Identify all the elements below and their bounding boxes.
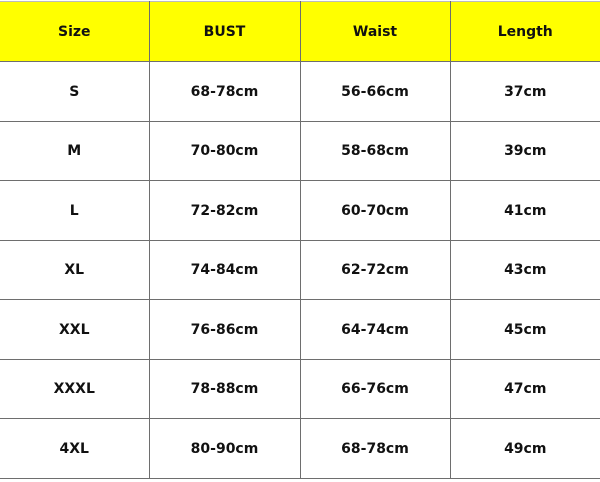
- table-row: XXXL 78-88cm 66-76cm 47cm: [0, 359, 600, 419]
- cell-waist: 64-74cm: [300, 299, 451, 360]
- cell-size: L: [0, 180, 150, 241]
- cell-bust: 74-84cm: [149, 240, 301, 300]
- cell-size: XXL: [0, 299, 150, 360]
- cell-length: 49cm: [450, 418, 600, 479]
- cell-waist: 62-72cm: [300, 240, 451, 300]
- table-row: L 72-82cm 60-70cm 41cm: [0, 180, 600, 241]
- cell-length: 39cm: [450, 121, 600, 181]
- cell-length: 43cm: [450, 240, 600, 300]
- cell-length: 47cm: [450, 359, 600, 419]
- cell-size: XXXL: [0, 359, 150, 419]
- cell-bust: 70-80cm: [149, 121, 301, 181]
- cell-length: 41cm: [450, 180, 600, 241]
- header-waist: Waist: [300, 1, 451, 62]
- cell-bust: 72-82cm: [149, 180, 301, 241]
- table-row: 4XL 80-90cm 68-78cm 49cm: [0, 418, 600, 479]
- cell-size: XL: [0, 240, 150, 300]
- cell-bust: 76-86cm: [149, 299, 301, 360]
- table-row: XL 74-84cm 62-72cm 43cm: [0, 240, 600, 300]
- table-row: M 70-80cm 58-68cm 39cm: [0, 121, 600, 181]
- header-bust: BUST: [149, 1, 301, 62]
- cell-waist: 60-70cm: [300, 180, 451, 241]
- header-length: Length: [450, 1, 600, 62]
- cell-bust: 78-88cm: [149, 359, 301, 419]
- cell-bust: 80-90cm: [149, 418, 301, 479]
- cell-waist: 68-78cm: [300, 418, 451, 479]
- header-row: Size BUST Waist Length: [0, 1, 600, 62]
- cell-waist: 58-68cm: [300, 121, 451, 181]
- cell-waist: 66-76cm: [300, 359, 451, 419]
- cell-waist: 56-66cm: [300, 61, 451, 122]
- cell-size: 4XL: [0, 418, 150, 479]
- cell-length: 45cm: [450, 299, 600, 360]
- header-size: Size: [0, 1, 150, 62]
- table-row: XXL 76-86cm 64-74cm 45cm: [0, 299, 600, 360]
- cell-bust: 68-78cm: [149, 61, 301, 122]
- cell-size: S: [0, 61, 150, 122]
- cell-length: 37cm: [450, 61, 600, 122]
- table-row: S 68-78cm 56-66cm 37cm: [0, 61, 600, 122]
- cell-size: M: [0, 121, 150, 181]
